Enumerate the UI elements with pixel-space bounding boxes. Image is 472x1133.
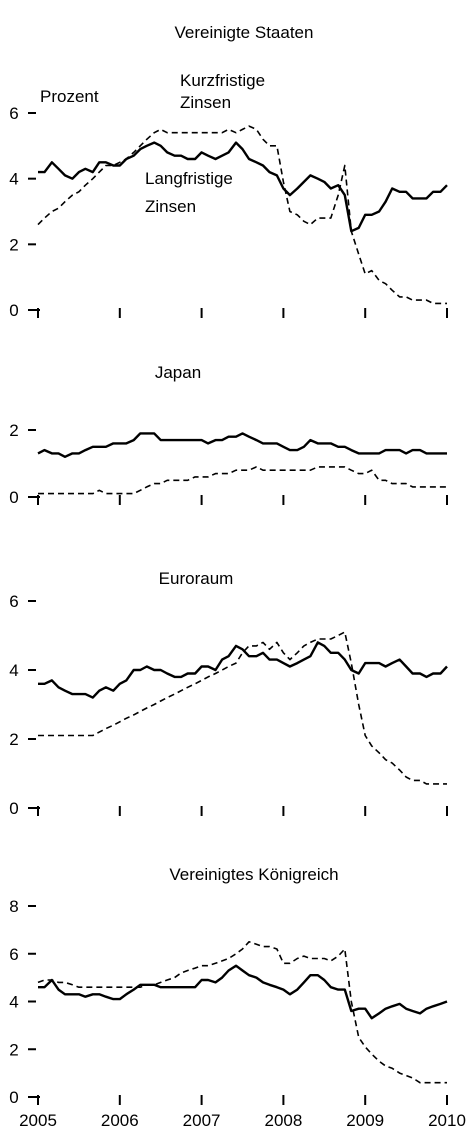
series-short-term-uk	[37, 941, 447, 1084]
ytick-label: 2	[9, 235, 18, 254]
series-short-term-us	[37, 125, 447, 305]
ytick-label: 6	[9, 592, 18, 611]
panel-euro-axes: 0 2 4 6	[9, 592, 448, 818]
panel-title-japan: Japan	[155, 363, 201, 382]
ytick-label: 6	[9, 945, 18, 964]
ytick-label: 6	[9, 104, 18, 123]
ytick-label: 4	[9, 993, 18, 1012]
ytick-label: 2	[9, 1040, 18, 1059]
xtick-label: 2010	[428, 1111, 466, 1130]
annotation-short-term-1: Kurzfristige	[180, 71, 265, 90]
series-long-term-euro	[38, 641, 448, 699]
series-long-term-uk	[38, 964, 448, 1020]
panel-japan-axes: 02	[9, 421, 448, 507]
ytick-label: 4	[9, 661, 18, 680]
ytick-label: 2	[9, 421, 18, 440]
annotation-long-term-1: Langfristige	[145, 169, 233, 188]
series-long-term-japan	[37, 432, 447, 458]
xtick-label: 2006	[101, 1111, 139, 1130]
xtick-label: 2007	[183, 1111, 221, 1130]
panel-us-axes: 0 2 4 6	[9, 104, 448, 320]
annotation-short-term-2: Zinsen	[180, 93, 231, 112]
panel-uk-axes: 0 2 4 6 8 2005 2006 2007 2008 2009 2010	[9, 897, 466, 1130]
series-long-term-us	[38, 141, 448, 233]
panel-title-uk: Vereinigtes Königreich	[169, 865, 338, 884]
series-short-term-japan	[38, 466, 447, 495]
xtick-label: 2008	[264, 1111, 302, 1130]
panel-title-us: Vereinigte Staaten	[175, 23, 314, 42]
annotation-long-term-2: Zinsen	[145, 197, 196, 216]
panel-uk: Vereinigtes Königreich 0 2 4 6 8 2005 2006 2007…	[9, 865, 466, 1130]
ytick-label: 2	[9, 730, 18, 749]
panel-euro: Euroraum 0 2 4 6	[9, 569, 448, 818]
ylabel-percent: Prozent	[40, 87, 99, 106]
ytick-label: 8	[9, 897, 18, 916]
series-short-term-euro	[38, 631, 447, 785]
ytick-label: 0	[9, 301, 18, 320]
panel-title-euro: Euroraum	[159, 569, 234, 588]
ytick-label: 0	[9, 799, 18, 818]
xtick-label: 2005	[19, 1111, 57, 1130]
ytick-label: 0	[9, 488, 18, 507]
ytick-label: 0	[9, 1088, 18, 1107]
panel-us: Vereinigte Staaten Prozent Kurzfristige …	[9, 23, 448, 320]
xtick-label: 2009	[346, 1111, 384, 1130]
ytick-label: 4	[9, 170, 18, 189]
panel-japan: Japan 02	[9, 363, 448, 507]
